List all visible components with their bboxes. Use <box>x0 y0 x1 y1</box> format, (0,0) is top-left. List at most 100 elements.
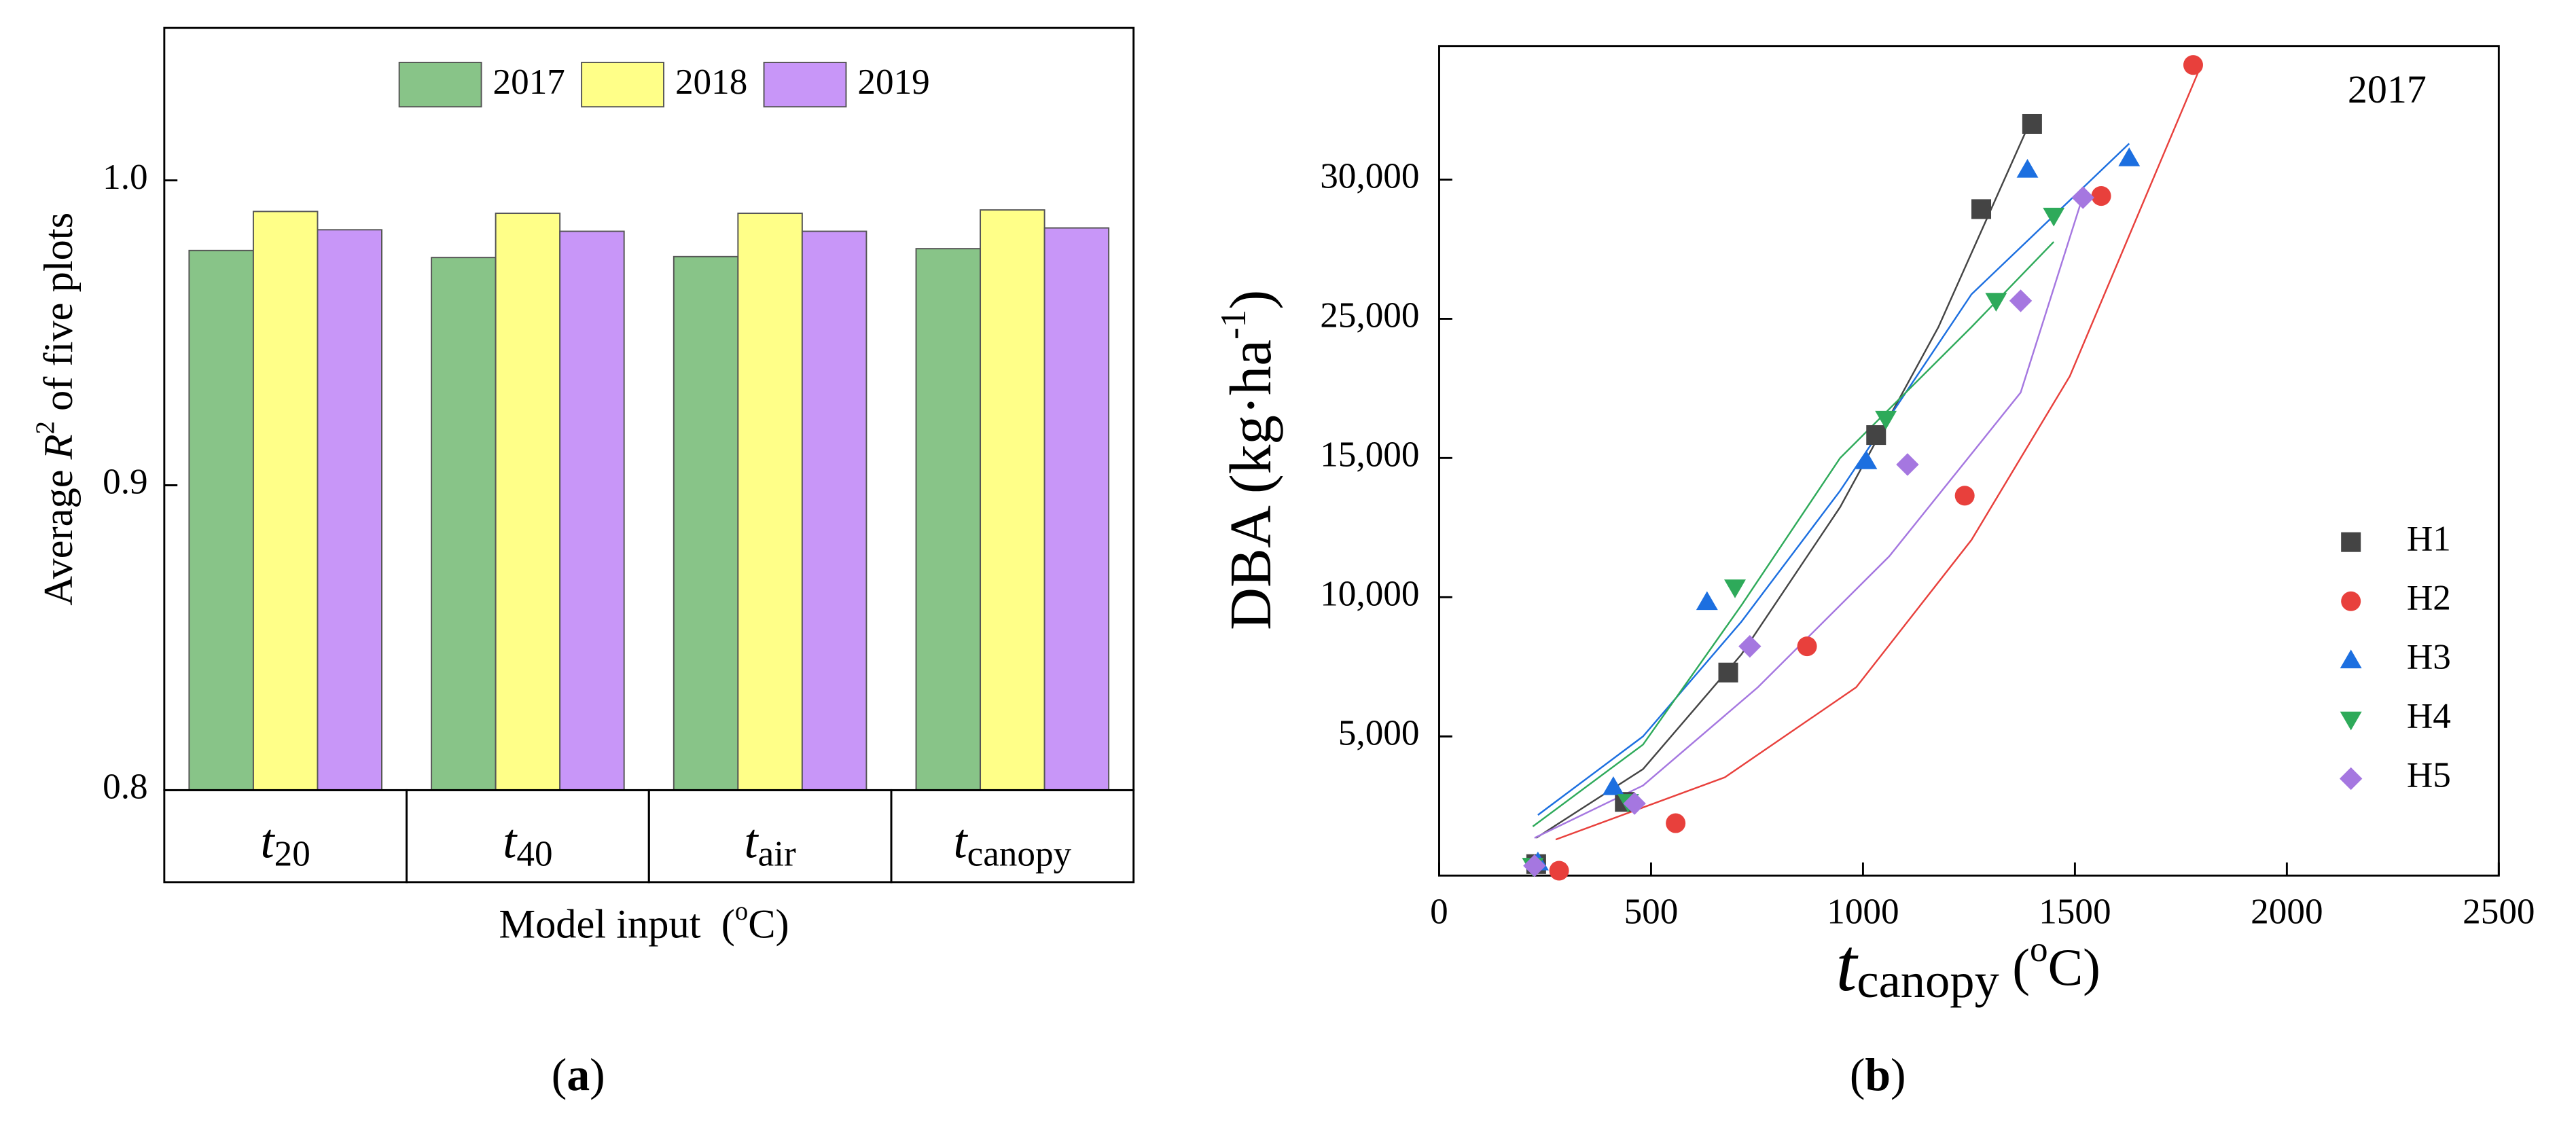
x-axis-label: Model input (oC) <box>499 897 789 947</box>
marker <box>1797 636 1817 657</box>
marker <box>1896 453 1919 476</box>
x-tick-label: 500 <box>1624 891 1679 931</box>
marker <box>1666 813 1686 833</box>
legend-label: 2019 <box>857 62 929 102</box>
marker <box>2022 113 2042 134</box>
x-axis-label-part: canopy <box>1857 953 1999 1008</box>
marker <box>1549 861 1569 881</box>
bar <box>495 213 561 791</box>
x-tick-label: 1500 <box>2039 891 2111 931</box>
x-tick-label: 1000 <box>1827 891 1899 931</box>
panel-label-part: ( <box>552 1049 567 1100</box>
marker <box>1954 486 1975 506</box>
fit-line <box>1555 65 2202 841</box>
x-axis-label-part: ( <box>1999 938 2030 996</box>
legend-label: H5 <box>2407 755 2451 795</box>
marker <box>2183 55 2203 75</box>
marker <box>2118 147 2141 166</box>
marker <box>1724 579 1746 598</box>
y-tick-label: 10,000 <box>1320 574 1419 614</box>
y-tick-label: 0.9 <box>103 462 147 502</box>
category-symbol: t <box>953 813 968 868</box>
y-axis-label-part: of five plots <box>36 213 82 421</box>
panel-label-part: ) <box>1891 1049 1906 1100</box>
bar <box>431 257 497 791</box>
marker <box>2071 186 2094 209</box>
y-axis-label-part: -1 <box>1213 310 1253 340</box>
x-tick-label: t20 <box>261 813 310 873</box>
plot-frame <box>1438 45 2500 877</box>
y-axis-label-part: Average <box>36 459 82 605</box>
legend-label: 2018 <box>675 62 747 102</box>
legend-marker <box>2339 767 2363 791</box>
bar <box>317 229 382 791</box>
legend-marker <box>2340 649 2362 668</box>
legend-swatch <box>398 61 482 108</box>
y-axis-label-part: 2 <box>31 421 60 434</box>
panel-label: (b) <box>1850 1049 1906 1100</box>
legend-marker <box>2341 591 2361 611</box>
legend-swatch <box>581 61 664 108</box>
panel-label-part: ) <box>590 1049 605 1100</box>
y-axis-label: DBA (kg·ha-1) <box>1213 290 1283 630</box>
bar <box>1043 227 1110 791</box>
bar <box>915 248 982 791</box>
marker <box>1696 591 1718 611</box>
category-cell <box>890 789 1135 884</box>
marker <box>2016 159 2039 178</box>
panel-label: (a) <box>552 1049 605 1100</box>
legend-label: H3 <box>2407 637 2451 677</box>
legend-label: H2 <box>2407 577 2451 617</box>
x-axis-label-part: o <box>2030 929 2048 969</box>
y-axis-label-part: ) <box>1217 290 1283 310</box>
marker <box>1855 450 1878 469</box>
marker <box>1602 776 1624 795</box>
bar <box>980 209 1045 791</box>
x-tick-label: 2500 <box>2463 891 2535 931</box>
y-tick-label: 1.0 <box>103 157 147 197</box>
panel-label-part: a <box>567 1049 590 1100</box>
x-axis-label-part: C) <box>2048 938 2100 996</box>
marker <box>1623 792 1646 815</box>
x-axis-label-part: o <box>735 897 748 926</box>
bar <box>252 211 319 791</box>
y-tick-label: 25,000 <box>1320 295 1419 336</box>
category-subscript: canopy <box>967 834 1072 874</box>
x-tick-label: 2000 <box>2251 891 2323 931</box>
x-axis-label: tcanopy (oC) <box>1836 923 2100 1007</box>
category-subscript: air <box>758 834 796 874</box>
y-tick-label: 5,000 <box>1338 712 1420 753</box>
marker <box>1738 634 1761 658</box>
x-tick-label: 0 <box>1430 891 1448 931</box>
y-tick-label: 15,000 <box>1320 435 1419 475</box>
y-tick-label: 0.8 <box>103 767 147 807</box>
legend-label: H1 <box>2407 518 2451 558</box>
x-axis-label-part: Model input ( <box>499 901 735 947</box>
x-axis-label-part: t <box>1836 923 1859 1007</box>
panel-label-part: b <box>1865 1049 1891 1100</box>
legend-marker <box>2341 532 2361 552</box>
fit-line <box>1535 117 2033 839</box>
panel-label-part: ( <box>1850 1049 1865 1100</box>
bar <box>737 213 803 791</box>
category-subscript: 40 <box>516 834 552 874</box>
bar <box>673 255 739 791</box>
legend-marker <box>2340 711 2362 731</box>
category-symbol: t <box>261 813 276 868</box>
category-symbol: t <box>503 813 518 868</box>
y-axis-label-part: DBA (kg·ha <box>1217 340 1283 630</box>
legend-swatch <box>763 61 847 108</box>
marker <box>1971 199 1992 219</box>
marker <box>1718 662 1738 683</box>
marker <box>1985 293 2007 312</box>
x-tick-label: t40 <box>503 813 552 873</box>
category-subscript: 20 <box>274 834 310 874</box>
bar <box>801 230 867 791</box>
bar <box>559 230 625 791</box>
category-symbol: t <box>744 813 759 868</box>
fit-line <box>1537 143 2130 816</box>
y-axis-label-part: R <box>36 434 82 460</box>
annotation: 2017 <box>2348 67 2427 111</box>
